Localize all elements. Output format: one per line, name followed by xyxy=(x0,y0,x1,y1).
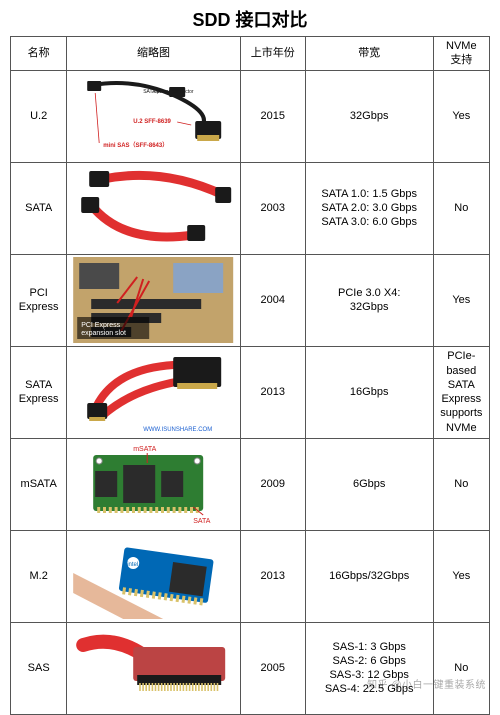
svg-text:intel: intel xyxy=(128,562,139,568)
cell-name: U.2 xyxy=(11,70,67,162)
cell-thumb xyxy=(67,162,240,254)
cell-name: PCI Express xyxy=(11,254,67,346)
cell-nvme: No xyxy=(433,162,489,254)
cell-nvme: Yes xyxy=(433,254,489,346)
cell-year: 2005 xyxy=(240,622,305,714)
svg-text:expansion slot: expansion slot xyxy=(82,330,127,337)
cell-year: 2015 xyxy=(240,70,305,162)
col-header-name: 名称 xyxy=(11,37,67,71)
watermark-text: 知乎 @小白一键重装系统 xyxy=(367,676,486,691)
cell-nvme: No xyxy=(433,622,489,714)
thumbnail-icon: mSATA SATA xyxy=(69,441,237,527)
cell-nvme: Yes xyxy=(433,70,489,162)
cell-year: 2003 xyxy=(240,162,305,254)
cell-bandwidth: 16Gbps/32Gbps xyxy=(305,530,433,622)
table-row: M.2 intel 2013 16Gbps/32Gbps Yes xyxy=(11,530,490,622)
cell-name: SAS xyxy=(11,622,67,714)
svg-text:mSATA: mSATA xyxy=(134,446,157,453)
thumbnail-icon xyxy=(69,165,237,251)
thumbnail-icon: WWW.ISUNSHARE.COM xyxy=(69,349,237,435)
cell-nvme: No xyxy=(433,438,489,530)
svg-text:PCI Express: PCI Express xyxy=(82,322,121,329)
col-header-nvme: NVMe 支持 xyxy=(433,37,489,71)
svg-text:SATA: SATA xyxy=(194,518,212,525)
table-row: PCI Express PCI Express expansion slot 2… xyxy=(11,254,490,346)
cell-thumb: mSATA SATA xyxy=(67,438,240,530)
cell-thumb xyxy=(67,622,240,714)
comparison-table: 名称 缩略图 上市年份 带宽 NVMe 支持 U.2 SATA power co… xyxy=(10,36,490,715)
thumbnail-icon: PCI Express expansion slot xyxy=(69,257,237,343)
col-header-year: 上市年份 xyxy=(240,37,305,71)
table-row: mSATA mSATA SATA 2009 6Gbps No xyxy=(11,438,490,530)
cell-year: 2013 xyxy=(240,346,305,438)
cell-year: 2004 xyxy=(240,254,305,346)
cell-nvme: PCIe- based SATA Express supports NVMe xyxy=(433,346,489,438)
cell-nvme: Yes xyxy=(433,530,489,622)
cell-name: M.2 xyxy=(11,530,67,622)
cell-name: mSATA xyxy=(11,438,67,530)
cell-bandwidth: 32Gbps xyxy=(305,70,433,162)
thumbnail-icon xyxy=(69,625,237,711)
thumbnail-icon: SATA power connector U.2 SFF-8639 mini S… xyxy=(69,73,237,159)
cell-bandwidth: PCIe 3.0 X4: 32Gbps xyxy=(305,254,433,346)
cell-name: SATA xyxy=(11,162,67,254)
col-header-thumb: 缩略图 xyxy=(67,37,240,71)
cell-name: SATA Express xyxy=(11,346,67,438)
cell-thumb: intel xyxy=(67,530,240,622)
cell-bandwidth: SAS-1: 3 Gbps SAS-2: 6 Gbps SAS-3: 12 Gb… xyxy=(305,622,433,714)
svg-text:U.2 SFF-8639: U.2 SFF-8639 xyxy=(134,119,172,125)
page-title: SDD 接口对比 xyxy=(0,0,500,36)
table-row: SAS 2005 SAS-1: 3 Gbps SAS-2: 6 Gbps SAS… xyxy=(11,622,490,714)
table-row: SATA Express WWW.ISUNSHARE.COM 2013 16Gb… xyxy=(11,346,490,438)
cell-year: 2009 xyxy=(240,438,305,530)
cell-bandwidth: SATA 1.0: 1.5 Gbps SATA 2.0: 3.0 Gbps SA… xyxy=(305,162,433,254)
cell-thumb: PCI Express expansion slot xyxy=(67,254,240,346)
svg-text:mini SAS（SFF-8643）: mini SAS（SFF-8643） xyxy=(104,141,169,149)
table-header-row: 名称 缩略图 上市年份 带宽 NVMe 支持 xyxy=(11,37,490,71)
svg-text:WWW.ISUNSHARE.COM: WWW.ISUNSHARE.COM xyxy=(144,427,213,433)
col-header-bw: 带宽 xyxy=(305,37,433,71)
thumbnail-icon: intel xyxy=(69,533,237,619)
cell-bandwidth: 16Gbps xyxy=(305,346,433,438)
table-row: U.2 SATA power connector U.2 SFF-8639 mi… xyxy=(11,70,490,162)
cell-thumb: SATA power connector U.2 SFF-8639 mini S… xyxy=(67,70,240,162)
cell-year: 2013 xyxy=(240,530,305,622)
table-row: SATA 2003 SATA 1.0: 1.5 Gbps SATA 2.0: 3… xyxy=(11,162,490,254)
cell-thumb: WWW.ISUNSHARE.COM xyxy=(67,346,240,438)
cell-bandwidth: 6Gbps xyxy=(305,438,433,530)
